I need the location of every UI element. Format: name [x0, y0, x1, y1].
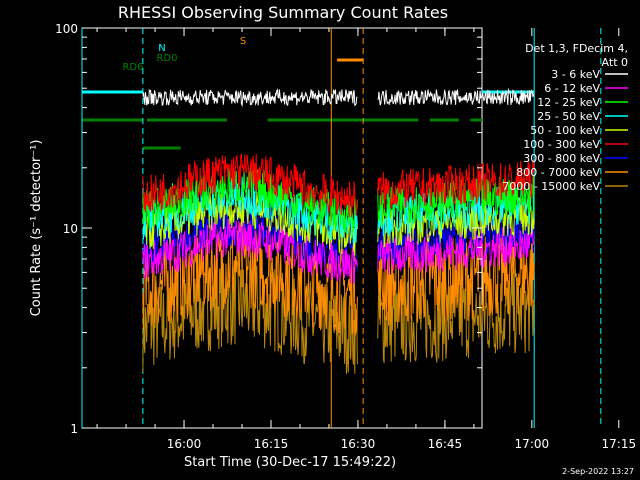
series-line: [142, 153, 358, 218]
x-tick-label: 16:15: [254, 437, 289, 451]
series-line: [377, 159, 535, 210]
legend-label: 100 - 300 keV: [523, 138, 600, 151]
legend-label: 300 - 800 keV: [523, 152, 600, 165]
series-line: [377, 226, 535, 275]
series-line: [142, 218, 358, 285]
flag-label: RD6: [122, 62, 143, 73]
legend-label: 25 - 50 keV: [537, 110, 600, 123]
y-tick-label: 10: [63, 222, 78, 236]
x-axis-label: Start Time (30-Dec-17 15:49:22): [184, 455, 396, 470]
legend-header: Att 0: [602, 56, 628, 69]
series-line: [377, 175, 535, 226]
x-tick-label: 16:45: [428, 437, 463, 451]
legend-label: 12 - 25 keV: [537, 96, 600, 109]
x-tick-label: 17:00: [515, 437, 550, 451]
flag-label: N: [158, 43, 165, 54]
x-tick-label: 17:15: [602, 437, 637, 451]
x-tick-label: 16:00: [167, 437, 202, 451]
series-line: [377, 197, 535, 248]
flag-label: RD0: [156, 53, 177, 64]
legend-label: 50 - 100 keV: [530, 124, 600, 137]
legend-label: 3 - 6 keV: [551, 68, 600, 81]
series-line: [142, 88, 358, 108]
flag-label: S: [240, 36, 246, 47]
legend-header: Det 1,3, FDecim 4,: [525, 42, 628, 55]
legend-label: 6 - 12 keV: [544, 82, 600, 95]
legend-label: 800 - 7000 keV: [516, 166, 600, 179]
chart-title: RHESSI Observing Summary Count Rates: [118, 3, 448, 22]
legend-label: 7000 - 15000 keV: [502, 180, 600, 193]
series-line: [377, 87, 535, 106]
y-tick-label: 100: [55, 22, 78, 36]
footer-date: 2-Sep-2022 13:27: [562, 467, 634, 476]
x-tick-label: 16:30: [341, 437, 376, 451]
y-tick-label: 1: [70, 422, 78, 436]
y-axis-label: Count Rate (s⁻¹ detector⁻¹): [29, 140, 44, 317]
